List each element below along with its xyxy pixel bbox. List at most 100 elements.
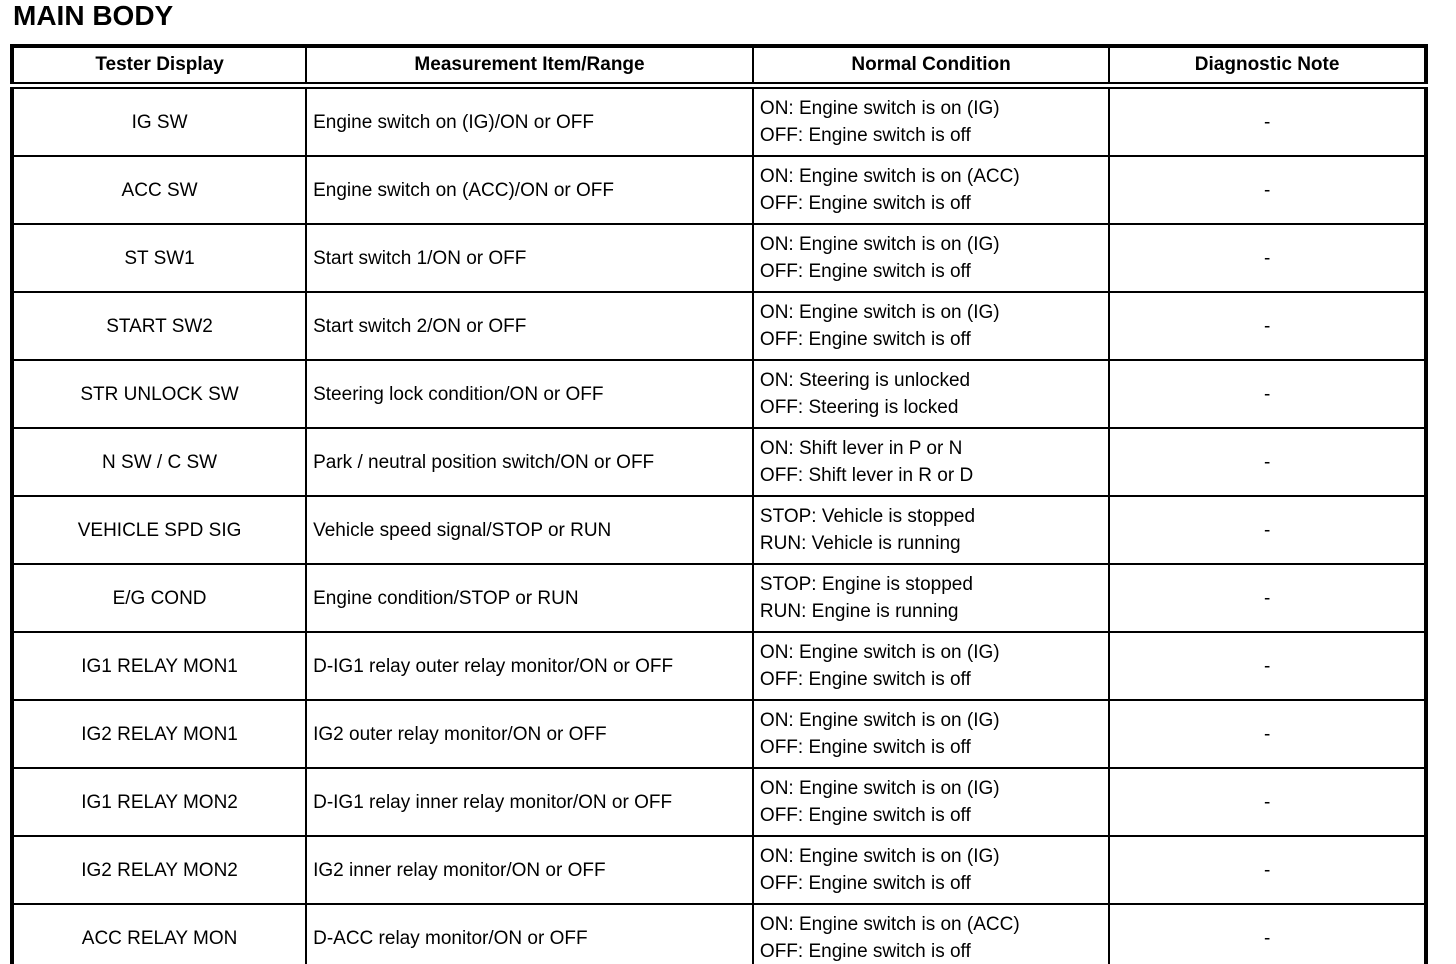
cell-measurement-item-range: Steering lock condition/ON or OFF [305, 359, 754, 429]
normal-condition-line-1: ON: Engine switch is on (IG) [759, 846, 1000, 867]
cell-normal-condition: ON: Shift lever in P or N OFF: Shift lev… [751, 427, 1111, 497]
cell-normal-condition: ON: Engine switch is on (IG) OFF: Engine… [751, 835, 1111, 905]
table-row: ST SW1 Start switch 1/ON or OFF ON: Engi… [10, 223, 1427, 293]
table-row: IG1 RELAY MON1 D-IG1 relay outer relay m… [10, 631, 1427, 701]
page-title: MAIN BODY [13, 0, 174, 31]
cell-normal-condition: STOP: Engine is stopped RUN: Engine is r… [751, 563, 1111, 633]
cell-measurement-item-range: Start switch 2/ON or OFF [305, 291, 754, 361]
normal-condition-line-2: OFF: Engine switch is off [759, 941, 971, 962]
normal-condition-line-2: OFF: Engine switch is off [759, 737, 971, 758]
normal-condition-line-1: STOP: Engine is stopped [759, 574, 973, 595]
normal-condition-line-2: RUN: Vehicle is running [759, 533, 961, 554]
normal-condition-line-1: ON: Engine switch is on (IG) [759, 234, 1000, 255]
cell-diagnostic-note: - [1108, 903, 1427, 964]
cell-measurement-item-range: Park / neutral position switch/ON or OFF [305, 427, 754, 497]
table-row: IG2 RELAY MON1 IG2 outer relay monitor/O… [10, 699, 1427, 769]
normal-condition-line-2: OFF: Engine switch is off [759, 261, 971, 282]
cell-diagnostic-note: - [1108, 767, 1427, 837]
table-row: N SW / C SW Park / neutral position swit… [10, 427, 1427, 497]
normal-condition-line-1: ON: Engine switch is on (IG) [759, 642, 1000, 663]
cell-normal-condition: ON: Engine switch is on (ACC) OFF: Engin… [751, 155, 1111, 225]
table-row: IG1 RELAY MON2 D-IG1 relay inner relay m… [10, 767, 1427, 837]
normal-condition-line-2: OFF: Steering is locked [759, 397, 959, 418]
normal-condition-line-1: ON: Engine switch is on (IG) [759, 710, 1000, 731]
cell-tester-display: IG1 RELAY MON1 [10, 631, 308, 701]
cell-tester-display: E/G COND [10, 563, 308, 633]
cell-tester-display: ACC SW [10, 155, 308, 225]
cell-tester-display: IG SW [10, 84, 308, 157]
normal-condition-line-1: ON: Engine switch is on (IG) [759, 778, 1000, 799]
cell-measurement-item-range: Engine condition/STOP or RUN [305, 563, 754, 633]
cell-tester-display: IG1 RELAY MON2 [10, 767, 308, 837]
cell-diagnostic-note: - [1108, 223, 1427, 293]
cell-normal-condition: ON: Engine switch is on (IG) OFF: Engine… [751, 631, 1111, 701]
cell-tester-display: IG2 RELAY MON2 [10, 835, 308, 905]
table-row: START SW2 Start switch 2/ON or OFF ON: E… [10, 291, 1427, 361]
normal-condition-line-1: ON: Engine switch is on (ACC) [759, 166, 1020, 187]
cell-measurement-item-range: D-IG1 relay inner relay monitor/ON or OF… [305, 767, 754, 837]
normal-condition-line-1: ON: Steering is unlocked [759, 370, 971, 391]
cell-normal-condition: ON: Engine switch is on (IG) OFF: Engine… [751, 291, 1111, 361]
cell-measurement-item-range: D-ACC relay monitor/ON or OFF [305, 903, 754, 964]
cell-measurement-item-range: Start switch 1/ON or OFF [305, 223, 754, 293]
normal-condition-line-2: OFF: Engine switch is off [759, 329, 971, 350]
cell-diagnostic-note: - [1108, 155, 1427, 225]
normal-condition-line-2: OFF: Engine switch is off [759, 805, 971, 826]
cell-measurement-item-range: Vehicle speed signal/STOP or RUN [305, 495, 754, 565]
normal-condition-line-2: OFF: Engine switch is off [759, 873, 971, 894]
cell-measurement-item-range: IG2 outer relay monitor/ON or OFF [305, 699, 754, 769]
normal-condition-line-2: OFF: Shift lever in R or D [759, 465, 974, 486]
table-row: IG SW Engine switch on (IG)/ON or OFF ON… [10, 84, 1427, 157]
cell-normal-condition: ON: Engine switch is on (IG) OFF: Engine… [751, 767, 1111, 837]
table-row: ACC SW Engine switch on (ACC)/ON or OFF … [10, 155, 1427, 225]
table-row: VEHICLE SPD SIG Vehicle speed signal/STO… [10, 495, 1427, 565]
table-row: IG2 RELAY MON2 IG2 inner relay monitor/O… [10, 835, 1427, 905]
cell-tester-display: VEHICLE SPD SIG [10, 495, 308, 565]
column-header-measurement-item-range: Measurement Item/Range [305, 45, 754, 89]
cell-normal-condition: ON: Engine switch is on (IG) OFF: Engine… [751, 699, 1111, 769]
cell-diagnostic-note: - [1108, 427, 1427, 497]
cell-normal-condition: ON: Engine switch is on (IG) OFF: Engine… [751, 223, 1111, 293]
cell-measurement-item-range: IG2 inner relay monitor/ON or OFF [305, 835, 754, 905]
normal-condition-line-1: STOP: Vehicle is stopped [759, 506, 976, 527]
column-header-tester-display: Tester Display [10, 45, 308, 89]
cell-diagnostic-note: - [1108, 359, 1427, 429]
cell-tester-display: ST SW1 [10, 223, 308, 293]
cell-diagnostic-note: - [1108, 84, 1427, 157]
cell-measurement-item-range: Engine switch on (ACC)/ON or OFF [305, 155, 754, 225]
cell-diagnostic-note: - [1108, 699, 1427, 769]
normal-condition-line-2: RUN: Engine is running [759, 601, 959, 622]
cell-normal-condition: ON: Steering is unlocked OFF: Steering i… [751, 359, 1111, 429]
cell-normal-condition: ON: Engine switch is on (ACC) OFF: Engin… [751, 903, 1111, 964]
table-header-row: Tester Display Measurement Item/Range No… [10, 45, 1427, 89]
cell-measurement-item-range: Engine switch on (IG)/ON or OFF [305, 84, 754, 157]
table-row: E/G COND Engine condition/STOP or RUN ST… [10, 563, 1427, 633]
table-row: STR UNLOCK SW Steering lock condition/ON… [10, 359, 1427, 429]
cell-normal-condition: STOP: Vehicle is stopped RUN: Vehicle is… [751, 495, 1111, 565]
normal-condition-line-2: OFF: Engine switch is off [759, 125, 971, 146]
cell-diagnostic-note: - [1108, 563, 1427, 633]
table-row: ACC RELAY MON D-ACC relay monitor/ON or … [10, 903, 1427, 964]
cell-measurement-item-range: D-IG1 relay outer relay monitor/ON or OF… [305, 631, 754, 701]
cell-diagnostic-note: - [1108, 495, 1427, 565]
cell-normal-condition: ON: Engine switch is on (IG) OFF: Engine… [751, 84, 1111, 157]
normal-condition-line-1: ON: Engine switch is on (ACC) [759, 914, 1020, 935]
normal-condition-line-2: OFF: Engine switch is off [759, 193, 971, 214]
column-header-normal-condition: Normal Condition [751, 45, 1111, 89]
cell-tester-display: N SW / C SW [10, 427, 308, 497]
normal-condition-line-2: OFF: Engine switch is off [759, 669, 971, 690]
cell-diagnostic-note: - [1108, 631, 1427, 701]
cell-tester-display: ACC RELAY MON [10, 903, 308, 964]
normal-condition-line-1: ON: Engine switch is on (IG) [759, 302, 1000, 323]
normal-condition-line-1: ON: Engine switch is on (IG) [759, 98, 1000, 119]
normal-condition-line-1: ON: Shift lever in P or N [759, 438, 963, 459]
cell-diagnostic-note: - [1108, 291, 1427, 361]
cell-tester-display: STR UNLOCK SW [10, 359, 308, 429]
cell-tester-display: IG2 RELAY MON1 [10, 699, 308, 769]
cell-diagnostic-note: - [1108, 835, 1427, 905]
main-body-table: Tester Display Measurement Item/Range No… [10, 44, 1428, 964]
table-body: IG SW Engine switch on (IG)/ON or OFF ON… [10, 84, 1427, 964]
cell-tester-display: START SW2 [10, 291, 308, 361]
column-header-diagnostic-note: Diagnostic Note [1108, 45, 1427, 89]
